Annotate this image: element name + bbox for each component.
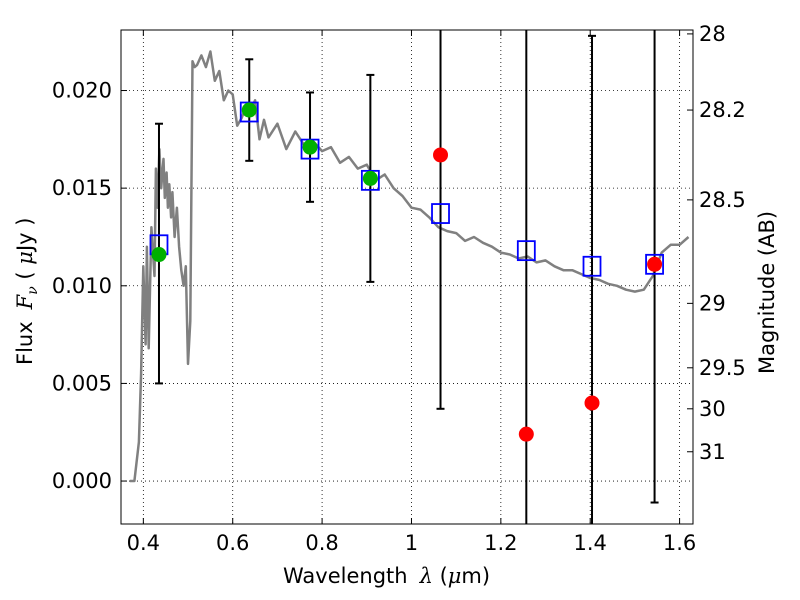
x-tick-label: 1.4 — [574, 531, 607, 555]
x-axis-label: Wavelength — [283, 564, 408, 588]
y2-tick-label: 28 — [699, 22, 726, 46]
observed-flux-green-point — [362, 170, 378, 186]
y-tick-label: 0.020 — [52, 79, 112, 103]
y2-tick-label: 30 — [699, 397, 726, 421]
y2-tick-label: 29.5 — [699, 356, 746, 380]
model-flux-square — [360, 169, 380, 191]
y-tick-label: 0.010 — [52, 274, 112, 298]
x-axis-symbol: λ — [419, 564, 433, 588]
y-axis-subscript: ν — [25, 286, 41, 295]
x-tick-label: 1 — [405, 531, 418, 555]
y-axis-label: Flux — [13, 321, 37, 365]
y2-tick-label: 31 — [699, 440, 726, 464]
y2-tick-label: 28.2 — [699, 98, 746, 122]
y-tick-label: 0.005 — [52, 371, 112, 395]
model-flux-square — [582, 255, 602, 277]
observed-flux-red-point — [518, 426, 534, 442]
model-flux-square — [300, 138, 320, 160]
observed-flux-green-point — [151, 247, 167, 263]
y-axis-unit-mu: μ — [13, 251, 37, 265]
x-tick-label: 0.6 — [216, 531, 249, 555]
ticks: 0.4 0.6 0.8 1 1.2 1.4 1.6 0.000 0.005 0.010 0.015 0… — [52, 22, 746, 555]
observed-flux-red-point — [584, 395, 600, 411]
model-flux-square — [239, 101, 259, 123]
y2-axis-title: Magnitude (AB) — [755, 211, 779, 374]
y2-tick-label: 29 — [699, 291, 726, 315]
y-tick-label: 0.015 — [52, 176, 112, 200]
model-flux-square — [431, 203, 450, 224]
observed-flux-green-point — [241, 102, 257, 118]
observed-flux-green-point — [302, 139, 318, 155]
model-flux-square — [645, 253, 664, 275]
x-axis-title: Wavelength λ (μm) — [283, 564, 490, 588]
y-axis-title: Flux Fν ( μJy ) — [13, 218, 41, 365]
y-tick-label: 0.000 — [52, 469, 112, 493]
y-axis-symbol: F — [13, 293, 37, 310]
y-axis-unit-close: Jy ) — [13, 218, 37, 254]
grid — [121, 30, 693, 524]
plot-area — [129, 30, 690, 524]
x-tick-label: 1.6 — [663, 531, 696, 555]
x-axis-unit-open: ( — [433, 564, 448, 588]
x-axis-unit-close: m) — [461, 564, 490, 588]
model-spectrum-line — [129, 50, 690, 483]
x-tick-label: 0.8 — [305, 531, 338, 555]
x-tick-label: 0.4 — [127, 531, 160, 555]
x-tick-label: 1.2 — [484, 531, 517, 555]
observed-flux-red-point — [647, 256, 663, 272]
y-axis-unit-open: ( — [13, 265, 37, 287]
y2-tick-label: 28.5 — [699, 188, 746, 212]
observed-flux-red-point — [433, 147, 449, 163]
x-axis-unit-mu: μ — [448, 564, 462, 588]
axes-frame — [120, 29, 694, 525]
model-flux-square — [516, 240, 536, 262]
